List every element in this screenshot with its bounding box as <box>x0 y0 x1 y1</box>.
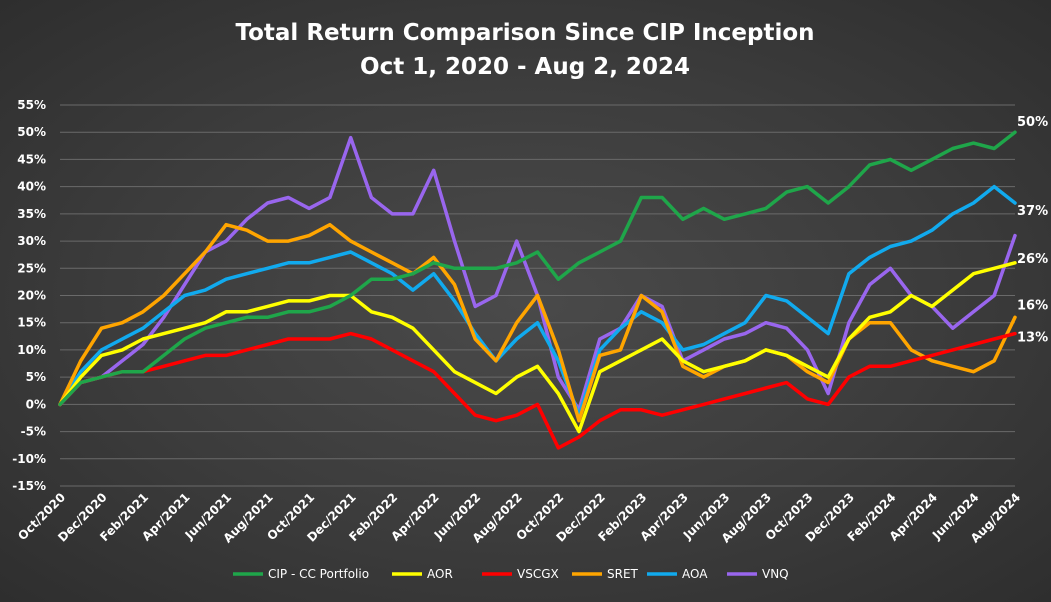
series-line-aor <box>58 261 1017 434</box>
y-tick-label: 10% <box>17 343 46 357</box>
series-line-vscgx <box>58 331 1017 450</box>
y-tick-label: 20% <box>17 289 46 303</box>
y-tick-label: 15% <box>17 316 46 330</box>
y-tick-label: 35% <box>17 207 46 221</box>
legend-label: AOR <box>427 567 453 581</box>
y-tick-label: 40% <box>17 180 46 194</box>
series-lines <box>58 130 1017 450</box>
end-labels: 50% 26% 13% 16% 37% <box>1017 115 1048 345</box>
end-label: 26% <box>1017 252 1048 267</box>
end-label: 50% <box>1017 115 1048 130</box>
y-tick-label: 30% <box>17 234 46 248</box>
series-line-aoa <box>58 184 1017 417</box>
y-tick-label: 0% <box>26 397 46 411</box>
legend-label: AOA <box>682 567 708 581</box>
chart-title: Total Return Comparison Since CIP Incept… <box>235 20 814 46</box>
y-tick-label: 5% <box>26 370 46 384</box>
x-axis: Oct/2020Dec/2020Feb/2021Apr/2021Jun/2021… <box>15 490 1023 545</box>
legend-label: VNQ <box>762 567 789 581</box>
y-tick-label: 50% <box>17 125 46 139</box>
series-line-cip-cc-portfolio <box>58 130 1017 407</box>
end-label: 16% <box>1017 298 1048 313</box>
grid-lines <box>60 104 1015 487</box>
legend-label: CIP - CC Portfolio <box>268 567 369 581</box>
legend-label: VSCGX <box>517 567 559 581</box>
end-label: 37% <box>1017 204 1048 219</box>
y-tick-label: 45% <box>17 152 46 166</box>
legend: CIP - CC Portfolio AOR VSCGX SRET AOA VNQ <box>233 567 789 581</box>
end-label: 13% <box>1017 331 1048 346</box>
y-tick-label: -15% <box>12 479 46 493</box>
y-axis: 55% 50% 45% 40% 35% 30% 25% 20% 15% 10% 5% 0% -5% -10… <box>12 98 46 493</box>
legend-label: SRET <box>607 567 639 581</box>
chart-subtitle: Oct 1, 2020 - Aug 2, 2024 <box>360 54 690 80</box>
y-tick-label: 25% <box>17 261 46 275</box>
y-tick-label: -5% <box>21 425 46 439</box>
y-tick-label: 55% <box>17 98 46 112</box>
y-tick-label: -10% <box>12 452 46 466</box>
